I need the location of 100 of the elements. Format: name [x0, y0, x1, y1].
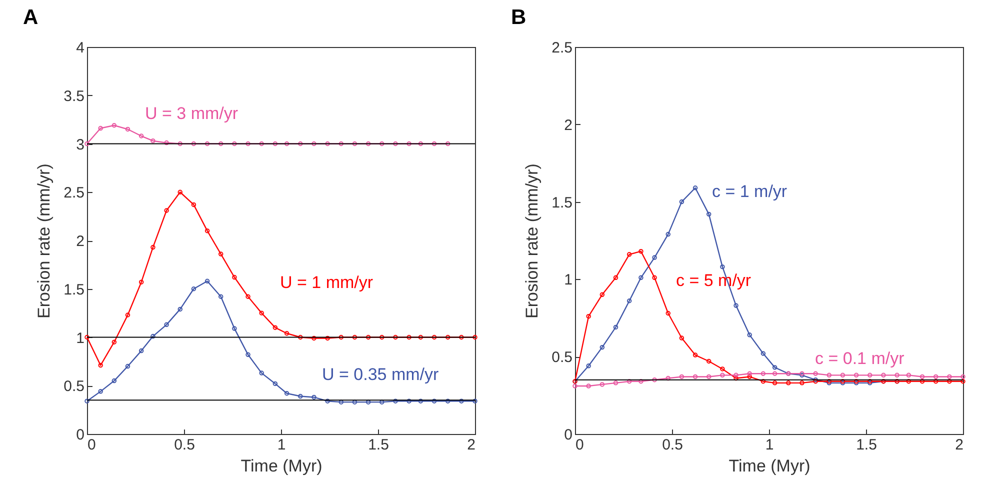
point [906, 379, 912, 384]
point [652, 275, 657, 280]
x-tick-label: 1 [277, 436, 286, 454]
point [298, 141, 303, 146]
point [692, 374, 698, 380]
point [638, 275, 644, 280]
point [338, 334, 344, 340]
y-tick-label: 1 [564, 272, 572, 289]
point [204, 141, 210, 146]
point [232, 326, 237, 331]
point [272, 325, 278, 330]
x-tick-label: 0 [88, 436, 96, 454]
point [706, 358, 712, 364]
point [366, 334, 371, 340]
point [734, 376, 738, 381]
y-tick-label: 2.5 [552, 40, 572, 56]
point [178, 306, 182, 312]
point [720, 264, 725, 270]
point [125, 312, 130, 318]
x-tick-label: 1 [765, 436, 774, 454]
point [613, 275, 618, 280]
point [459, 398, 464, 404]
point [666, 376, 670, 381]
point [284, 331, 290, 336]
point [747, 374, 752, 380]
y-tick-label: 1.5 [64, 281, 84, 298]
point [138, 134, 144, 138]
point [626, 298, 632, 304]
point [150, 244, 156, 250]
point [366, 141, 371, 146]
point [586, 384, 591, 388]
point [112, 378, 117, 384]
point [125, 364, 130, 369]
x-tick-label: 0.5 [174, 436, 195, 454]
point [312, 394, 316, 400]
point [406, 398, 412, 404]
point [112, 123, 117, 128]
point [232, 274, 237, 280]
point [218, 141, 224, 146]
point [338, 141, 344, 146]
point [112, 340, 117, 344]
point [772, 365, 778, 370]
point [613, 380, 618, 386]
point [312, 336, 316, 341]
point [666, 232, 670, 237]
point [432, 398, 437, 404]
point [947, 379, 952, 384]
point [259, 141, 264, 146]
point [312, 141, 316, 146]
point [626, 252, 632, 257]
point [232, 141, 237, 146]
point [352, 334, 358, 340]
point [854, 372, 859, 378]
point [786, 380, 791, 386]
chart-title: A [23, 6, 38, 29]
point [720, 366, 725, 372]
y-tick-label: 2.5 [64, 184, 84, 202]
point [881, 372, 886, 378]
point [191, 141, 196, 146]
point [894, 372, 900, 378]
y-tick-label: 2 [564, 116, 572, 134]
y-tick-label: 4 [76, 40, 84, 56]
point [259, 370, 264, 376]
point [246, 141, 250, 146]
point [933, 379, 938, 384]
point [325, 398, 330, 404]
point [652, 377, 657, 382]
point [679, 336, 684, 340]
point [246, 294, 250, 299]
point [125, 126, 130, 132]
point [366, 400, 371, 404]
series-label: U = 1 mm/yr [280, 273, 374, 292]
point [204, 228, 210, 234]
point [298, 334, 303, 340]
point [284, 141, 290, 146]
point [760, 379, 766, 384]
point [352, 141, 358, 146]
point [272, 141, 278, 146]
point [679, 199, 684, 204]
point [638, 248, 644, 254]
point [906, 372, 912, 378]
point [920, 379, 925, 384]
x-tick-label: 2 [467, 436, 476, 454]
point [138, 280, 144, 284]
point [445, 334, 450, 340]
point [393, 334, 398, 340]
point [445, 398, 450, 404]
point [772, 371, 778, 376]
point [772, 380, 778, 386]
point [218, 252, 224, 256]
point [947, 374, 952, 380]
point [191, 202, 196, 208]
point [380, 334, 384, 340]
point [706, 374, 712, 380]
point [178, 141, 182, 146]
point [586, 314, 591, 319]
point [150, 334, 156, 339]
point [164, 208, 169, 213]
point [760, 371, 766, 376]
point [692, 186, 698, 190]
